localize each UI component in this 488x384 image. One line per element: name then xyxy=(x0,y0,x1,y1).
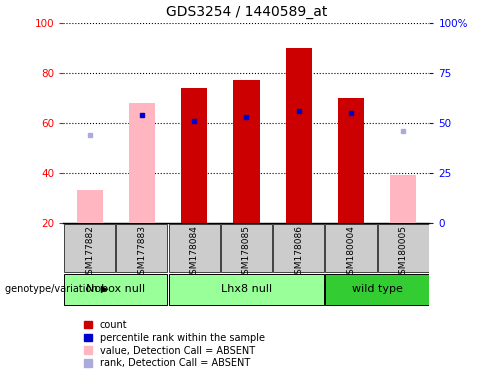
Bar xyxy=(285,48,312,223)
FancyBboxPatch shape xyxy=(64,224,115,271)
Text: GSM178084: GSM178084 xyxy=(190,225,199,280)
Text: GSM180005: GSM180005 xyxy=(399,225,408,280)
FancyBboxPatch shape xyxy=(221,224,272,271)
Bar xyxy=(233,81,260,223)
Title: GDS3254 / 1440589_at: GDS3254 / 1440589_at xyxy=(166,5,327,19)
Text: genotype/variation ▶: genotype/variation ▶ xyxy=(5,284,108,294)
FancyBboxPatch shape xyxy=(325,224,377,271)
Bar xyxy=(129,103,155,223)
Bar xyxy=(390,175,416,223)
Bar xyxy=(181,88,207,223)
Text: GSM178085: GSM178085 xyxy=(242,225,251,280)
FancyBboxPatch shape xyxy=(378,224,429,271)
FancyBboxPatch shape xyxy=(168,274,325,306)
Bar xyxy=(338,98,364,223)
FancyBboxPatch shape xyxy=(325,274,429,306)
FancyBboxPatch shape xyxy=(273,224,325,271)
FancyBboxPatch shape xyxy=(64,274,167,306)
Text: GSM177882: GSM177882 xyxy=(85,225,94,280)
Text: Nobox null: Nobox null xyxy=(86,284,145,294)
Legend: count, percentile rank within the sample, value, Detection Call = ABSENT, rank, : count, percentile rank within the sample… xyxy=(84,320,264,369)
Bar xyxy=(77,190,102,223)
Text: GSM180004: GSM180004 xyxy=(346,225,356,280)
Text: GSM177883: GSM177883 xyxy=(137,225,146,280)
FancyBboxPatch shape xyxy=(116,224,167,271)
Text: GSM178086: GSM178086 xyxy=(294,225,303,280)
Text: Lhx8 null: Lhx8 null xyxy=(221,284,272,294)
Text: wild type: wild type xyxy=(352,284,403,294)
FancyBboxPatch shape xyxy=(168,224,220,271)
